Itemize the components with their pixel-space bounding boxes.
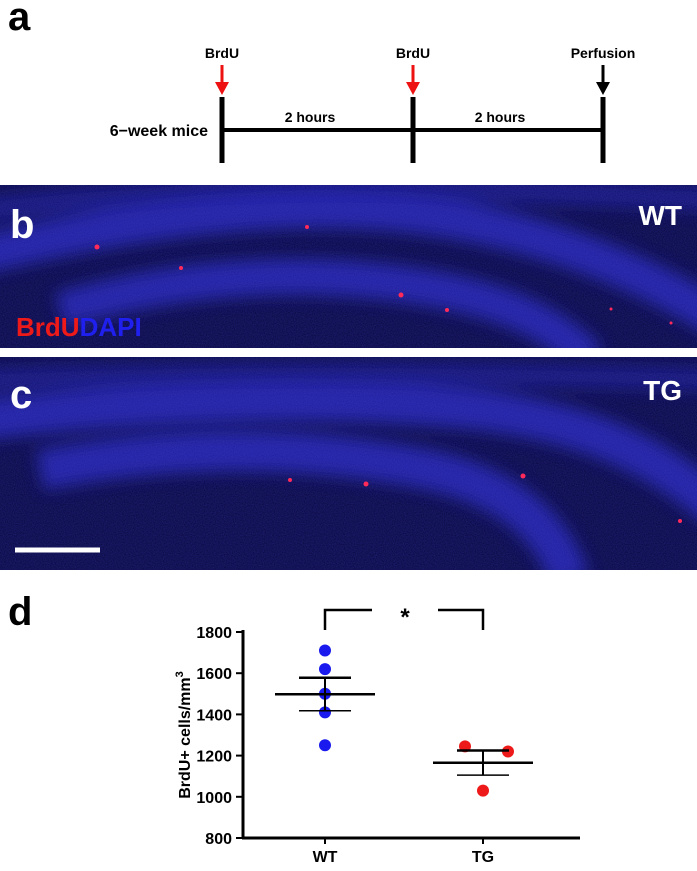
y-tick-label: 800: [205, 831, 232, 848]
stain-blue: DAPI: [80, 312, 142, 342]
event-label: Perfusion: [571, 45, 636, 61]
significance-bracket: [323, 608, 485, 630]
interval-label: 2 hours: [475, 109, 526, 125]
data-point: [319, 739, 331, 752]
timeline: [215, 65, 610, 163]
data-point: [319, 706, 331, 719]
x-tick-label: WT: [313, 849, 338, 866]
stain-red: BrdU: [16, 312, 80, 342]
panel-label: d: [8, 590, 32, 634]
y-axis-label: BrdU+ cells/mm3: [174, 671, 194, 799]
micrograph: [0, 185, 697, 348]
y-tick-label: 1200: [196, 749, 232, 766]
panel-label: c: [10, 373, 32, 417]
genotype-label: WT: [638, 200, 682, 231]
y-tick-label: 1000: [196, 790, 232, 807]
stain-legend: BrdUDAPI: [16, 312, 142, 342]
micrograph: [0, 357, 697, 570]
data-point: [319, 644, 331, 657]
interval-label: 2 hours: [285, 109, 336, 125]
significance-label: *: [400, 604, 410, 631]
genotype-label: TG: [643, 375, 682, 406]
event-label: BrdU: [205, 45, 239, 61]
data-point: [319, 663, 331, 676]
event-label: BrdU: [396, 45, 430, 61]
y-axis-label-sup: 3: [174, 671, 186, 677]
data-point: [477, 784, 489, 797]
panel-label: b: [10, 203, 34, 247]
y-tick-label: 1400: [196, 707, 232, 724]
panel-label: a: [8, 0, 31, 39]
y-axis-label-text: BrdU+ cells/mm: [177, 677, 194, 798]
start-label: 6−week mice: [110, 123, 208, 140]
x-tick-label: TG: [472, 849, 494, 866]
y-tick-label: 1600: [196, 666, 232, 683]
y-tick-label: 1800: [196, 625, 232, 642]
